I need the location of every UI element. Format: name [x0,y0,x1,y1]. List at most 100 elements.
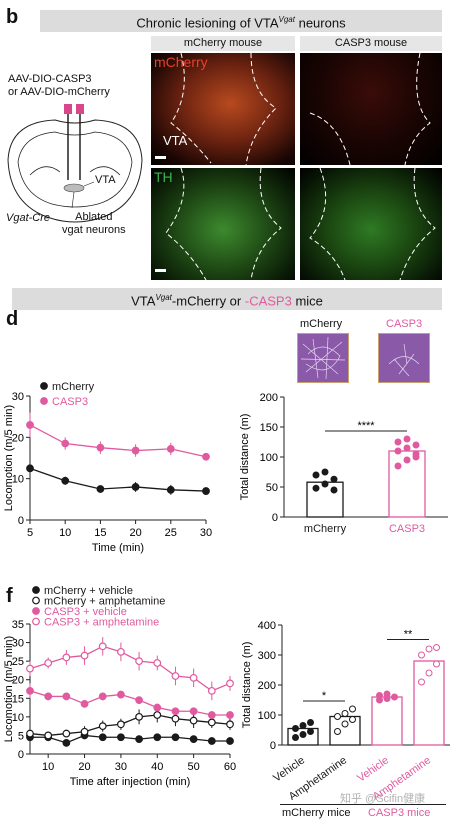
total-distance-bar-chart: 0 50 100 150 200 Total distance (m) mCherry CAS… [239,392,448,535]
data-point [153,711,162,719]
bar-point [394,447,402,455]
data-point [117,647,125,656]
data-point [96,485,105,493]
row-label-mcherry: mCherry [154,54,208,70]
data-point [135,657,143,666]
bar [371,696,403,746]
x-tick-label: 25 [165,527,177,539]
ablated-line-1: Ablated [75,211,113,223]
col-head-mcherry: mCherry mouse [151,36,295,51]
x-tick-label: 60 [224,761,236,773]
y-tick-label: 20 [12,675,24,687]
data-point [80,651,89,660]
track-label-casp3: CASP3 [386,318,423,330]
y-axis-label: Locomotion (m/5 min) [3,636,15,742]
bar-category-label: Vehicle [271,754,307,784]
x-axis-label: Time after injection (min) [70,776,191,788]
micrograph-casp3-th [300,168,442,280]
brain-vta-label: VTA [95,174,116,186]
series-line [30,734,230,744]
bar-point [403,435,411,443]
data-point [26,686,34,695]
data-point [171,707,180,716]
bar [388,450,426,518]
bar-point [425,669,433,677]
bar-point [349,716,356,723]
data-point [189,707,198,716]
y-tick-label: 50 [266,482,278,494]
y-tick-label: 0 [270,740,276,752]
legend-marker [32,586,40,594]
data-point [96,443,105,452]
micrograph-mcherry-mcherry: mCherry VTA [151,53,295,165]
y-tick-label: 150 [260,422,278,434]
virus-line-1: AAV-DIO-CASP3 [8,73,92,85]
bar-point [330,486,338,494]
x-tick-label: 30 [115,761,127,773]
panel-b-title-post: neurons [294,15,346,31]
amphetamine-line-chart: 0 5 10 15 20 25 30 35 10 20 30 40 50 60 Time after inj… [3,585,236,788]
y-tick-label: 30 [12,638,24,650]
bar-point [349,705,356,713]
bar-point [307,719,314,726]
bar-point [341,710,349,717]
bar-point [376,692,383,699]
data-point [61,439,70,448]
legend-marker [32,617,40,626]
y-tick-label: 15 [12,693,24,705]
group-label-casp3: CASP3 mice [368,807,431,819]
legend-label: CASP3 + amphetamine [44,617,159,629]
virus-label: AAV-DIO-CASP3 or AAV-DIO-mCherry [8,73,110,99]
middle-title-post: mice [291,293,323,309]
data-point [26,421,34,429]
panel-b-title-sup: Vgat [278,15,295,24]
x-axis-label: Time (min) [92,542,144,554]
data-point [44,692,53,701]
legend-marker [32,596,40,605]
data-point [62,692,71,701]
bar-point [394,438,402,446]
y-tick-label: 400 [258,620,276,632]
bar-point [383,690,391,698]
data-point [202,487,210,495]
x-tick-label: 50 [188,761,200,773]
brain-schematic [7,104,143,223]
data-point [153,703,162,712]
data-point [207,737,216,745]
ablated-line-2: vgat neurons [62,224,126,236]
data-point [117,690,125,699]
y-tick-label: 10 [12,712,24,724]
bar-point [312,471,320,479]
bar-category-label: CASP3 [389,523,425,535]
y-tick-label: 20 [12,432,24,444]
vta-region-label: VTA [163,133,188,148]
data-point [44,731,53,740]
y-tick-label: 35 [12,619,24,631]
data-point [62,738,71,747]
vgat-cre-label: Vgat-Cre [6,212,51,224]
middle-title-pink: -CASP3 [244,293,292,309]
significance-marker: ** [404,629,413,641]
series-line [29,690,230,716]
legend-marker [40,382,48,390]
panel-f-letter: f [6,585,13,607]
bar-point [334,713,341,720]
legend-label: CASP3 [52,396,88,408]
y-tick-label: 100 [260,452,278,464]
y-axis-label: Total distance (m) [239,414,251,501]
data-point [44,659,53,667]
x-tick-label: 20 [129,527,141,539]
panel-b-title: Chronic lesioning of VTAVgat neurons [40,10,442,33]
micrograph-casp3-mcherry [300,53,442,165]
watermark: 知乎 @Scifin健康 [340,793,426,805]
bar-point [425,645,433,653]
y-tick-label: 0 [272,512,278,524]
data-point [98,642,107,651]
data-point [117,733,125,742]
track-casp3 [378,333,430,383]
y-tick-label: 300 [258,650,276,662]
panel-b-letter: b [6,6,19,28]
data-point [135,735,143,744]
x-tick-label: 15 [94,527,106,539]
